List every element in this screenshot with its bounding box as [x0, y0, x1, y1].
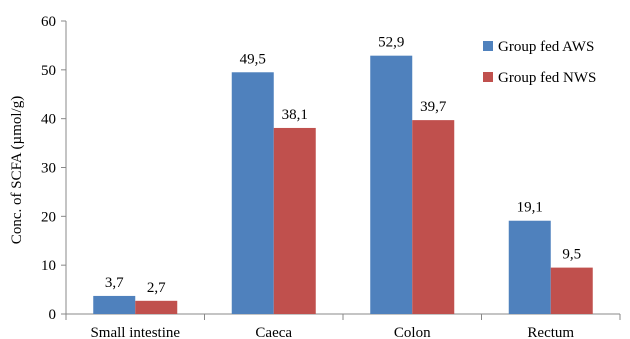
category-label: Small intestine: [90, 325, 180, 339]
bar-nws: [412, 120, 455, 314]
category-label: Colon: [394, 325, 431, 339]
y-axis-title: Conc. of SCFA (µmol/g): [9, 96, 25, 244]
data-label: 3,7: [105, 275, 124, 291]
bar-nws: [550, 267, 593, 314]
bar-nws: [273, 127, 316, 314]
y-tick-label: 50: [41, 63, 56, 79]
category-label: Rectum: [527, 325, 574, 339]
bar-nws: [135, 300, 178, 314]
data-label: 38,1: [282, 107, 308, 123]
bar-aws: [508, 220, 551, 314]
y-tick-label: 20: [41, 209, 56, 225]
data-label: 9,5: [562, 247, 581, 263]
legend-swatch: [483, 41, 493, 51]
y-tick-label: 40: [41, 112, 56, 128]
data-label: 19,1: [517, 200, 543, 216]
bar-aws: [93, 295, 136, 314]
legend-label: Group fed AWS: [498, 39, 594, 55]
data-label: 49,5: [240, 51, 266, 67]
y-tick-label: 60: [41, 14, 56, 30]
legend-swatch: [483, 72, 493, 82]
category-label: Caeca: [255, 325, 292, 339]
plot-area: 0 10 20 30 40 50 60 3,7 2,7 Small intestine 49,5 38…: [41, 14, 621, 339]
data-label: 39,7: [420, 99, 447, 115]
bar-aws: [231, 72, 274, 315]
bar-aws: [370, 55, 413, 315]
data-label: 2,7: [147, 280, 166, 296]
legend: Group fed AWS Group fed NWS: [483, 39, 596, 86]
y-tick-label: 10: [41, 258, 56, 274]
data-label: 52,9: [378, 35, 404, 51]
legend-label: Group fed NWS: [498, 70, 596, 86]
y-tick-label: 30: [41, 161, 56, 177]
y-tick-label: 0: [49, 307, 57, 323]
